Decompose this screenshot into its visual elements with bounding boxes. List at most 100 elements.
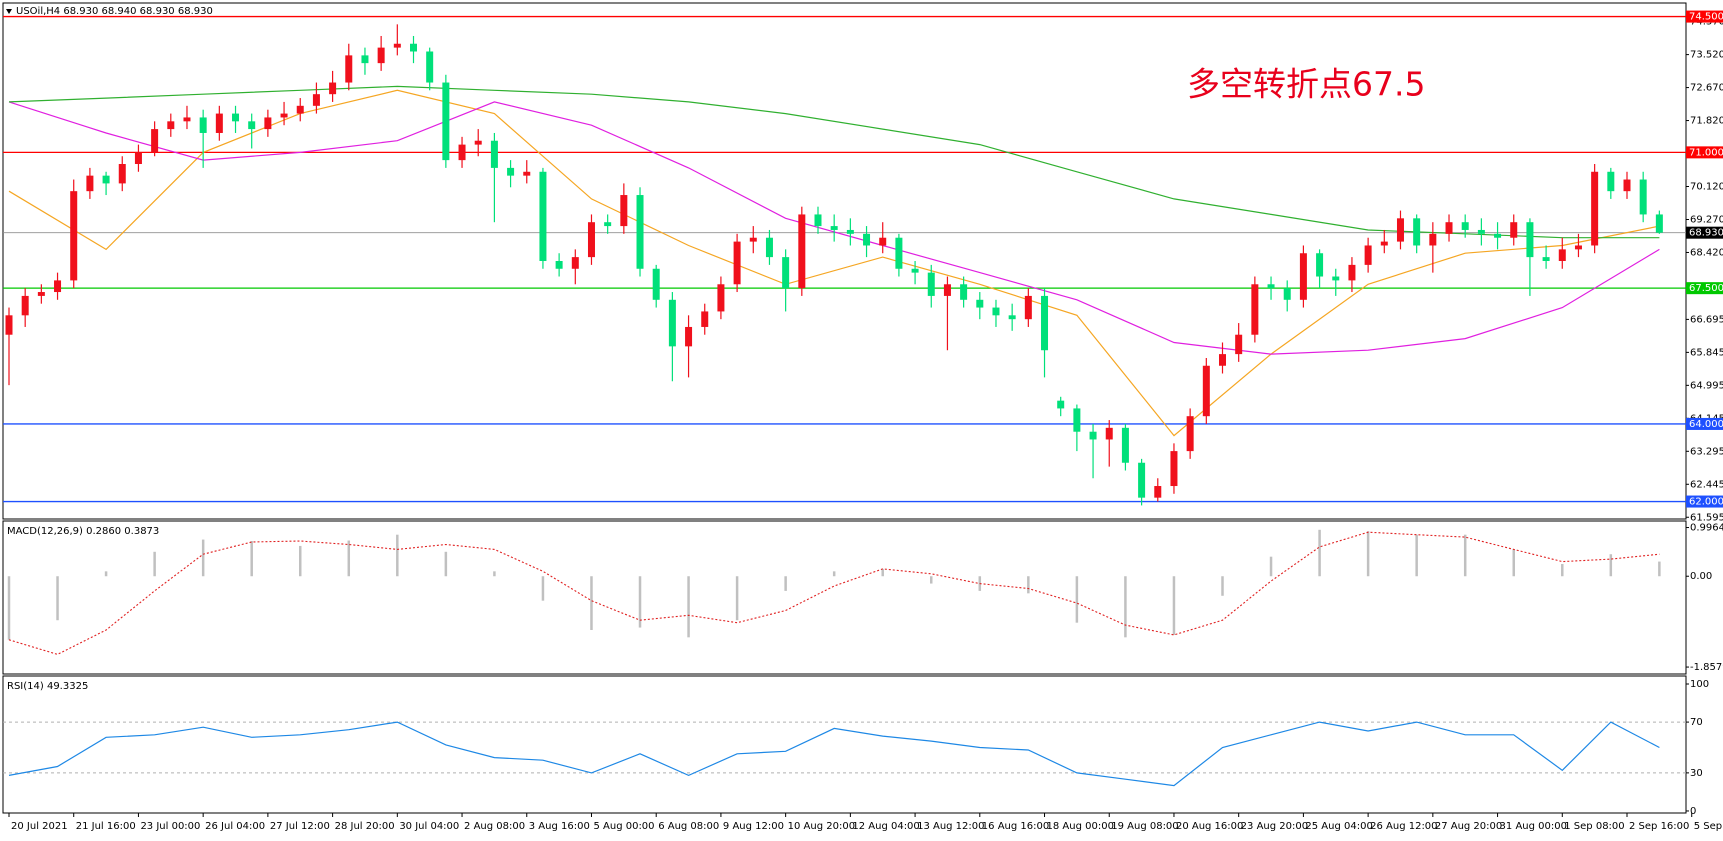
candle-body — [1542, 257, 1550, 261]
candle-body — [1348, 264, 1356, 281]
annotation: 多空转折点67.5 — [1187, 65, 1425, 104]
y-tick-label: 0.00 — [1690, 571, 1712, 582]
candle-body — [167, 121, 175, 130]
candle-body — [749, 237, 757, 242]
candle-body — [1316, 253, 1324, 277]
candle-body — [1299, 253, 1307, 300]
x-tick-label: 10 Aug 20:00 — [788, 821, 855, 832]
x-tick-label: 5 Sep 23:00 — [1694, 821, 1723, 832]
candle-body — [1429, 233, 1437, 246]
candle-body — [765, 237, 773, 258]
y-tick-label: 61.595 — [1690, 512, 1723, 523]
candle-body — [1477, 229, 1485, 234]
candle-body — [1057, 400, 1065, 409]
level-label-bg — [1686, 226, 1723, 239]
y-tick-label: 71.820 — [1690, 116, 1723, 127]
candle-body — [652, 268, 660, 300]
candle-body — [280, 113, 288, 118]
candle-body — [296, 105, 304, 114]
x-tick-label: 28 Jul 20:00 — [335, 821, 395, 832]
candle-body — [54, 280, 62, 293]
y-tick-label: 63.295 — [1690, 446, 1723, 457]
candle-body — [1607, 171, 1615, 192]
x-tick-label: 31 Aug 00:00 — [1500, 821, 1567, 832]
candle-body — [442, 82, 450, 161]
candle-body — [215, 113, 223, 133]
level-label: 71.000 — [1689, 147, 1723, 158]
candle-body — [507, 167, 515, 176]
y-tick-label: -1.8579 — [1690, 662, 1723, 673]
candle-body — [701, 311, 709, 327]
y-tick-label: 72.670 — [1690, 83, 1723, 94]
level-label-bg — [1686, 495, 1723, 508]
level-label-bg — [1686, 146, 1723, 159]
candle-body — [685, 326, 693, 347]
rsi-line — [8, 721, 1660, 787]
candle-body — [668, 299, 676, 347]
x-tick-label: 2 Sep 16:00 — [1629, 821, 1689, 832]
candle-body — [1558, 249, 1566, 261]
candle-body — [1105, 427, 1113, 440]
candle-body — [1121, 427, 1129, 463]
candle-body — [377, 47, 385, 64]
candle-body — [943, 284, 951, 296]
candle-body — [1235, 334, 1243, 355]
candle-body — [992, 307, 1000, 316]
candle-body — [21, 295, 29, 316]
candle-body — [782, 257, 790, 289]
candle-body — [264, 117, 272, 130]
level-label: 74.500 — [1689, 12, 1723, 23]
candle-body — [587, 222, 595, 258]
candle-body — [86, 175, 94, 192]
candle-body — [345, 55, 353, 83]
candle-body — [976, 299, 984, 308]
candle-body — [329, 82, 337, 95]
candle-body — [846, 229, 854, 234]
candle-body — [410, 43, 417, 52]
candle-body — [1413, 218, 1421, 246]
candle-body — [895, 237, 903, 269]
candle-body — [232, 113, 240, 122]
rsi-title: RSI(14) 49.3325 — [7, 681, 88, 692]
candle-body — [134, 152, 142, 165]
y-tick-label: 70.120 — [1690, 182, 1723, 193]
candle-body — [636, 195, 644, 269]
candle-body — [1510, 222, 1518, 238]
level-label-bg — [1686, 10, 1723, 23]
x-tick-label: 23 Aug 20:00 — [1241, 821, 1308, 832]
candle-body — [1574, 245, 1582, 250]
candle-body — [474, 140, 482, 145]
candle-body — [1526, 222, 1534, 258]
candle-body — [1138, 462, 1146, 498]
x-tick-label: 1 Sep 08:00 — [1564, 821, 1624, 832]
x-tick-label: 26 Aug 12:00 — [1370, 821, 1437, 832]
candle-body — [733, 241, 741, 285]
candle-body — [1639, 179, 1647, 215]
candle-body — [1591, 171, 1599, 246]
candle-body — [312, 94, 320, 106]
candle-body — [361, 55, 369, 64]
candle-body — [37, 292, 45, 296]
candle-body — [1154, 486, 1162, 498]
y-tick-label: 62.445 — [1690, 479, 1723, 490]
candle-body — [798, 214, 806, 289]
x-tick-label: 27 Aug 20:00 — [1435, 821, 1502, 832]
candle-body — [1219, 354, 1226, 366]
candle-body — [571, 257, 579, 269]
level-label-bg — [1686, 417, 1723, 430]
candle-body — [1396, 218, 1404, 242]
candle-body — [960, 284, 968, 300]
x-tick-label: 12 Aug 04:00 — [852, 821, 919, 832]
x-tick-label: 27 Jul 12:00 — [270, 821, 330, 832]
y-tick-label: 69.270 — [1690, 214, 1723, 225]
candle-body — [604, 222, 612, 227]
menu-triangle — [6, 9, 12, 14]
candle-body — [1655, 214, 1663, 233]
candle-body — [1267, 284, 1275, 289]
candle-body — [539, 171, 547, 261]
candle-body — [1041, 295, 1049, 351]
candle-body — [1494, 233, 1502, 238]
x-tick-label: 3 Aug 16:00 — [529, 821, 590, 832]
